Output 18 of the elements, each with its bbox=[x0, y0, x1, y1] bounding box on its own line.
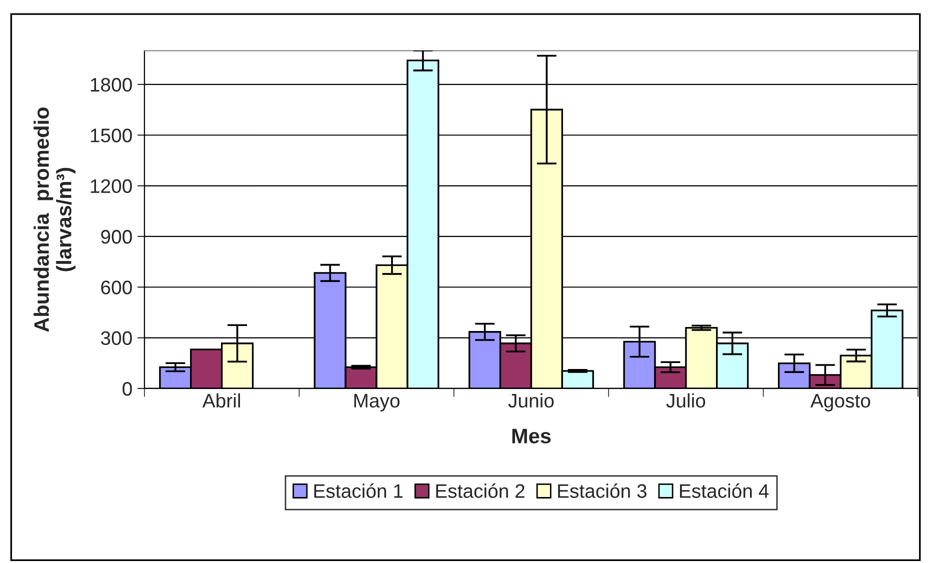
y-tick-label: 1500 bbox=[90, 128, 132, 142]
x-axis-title: Mes bbox=[512, 428, 551, 444]
y-tick-label: 900 bbox=[101, 230, 132, 244]
legend-label: Estación 3 bbox=[558, 483, 646, 498]
y-tick-label: 300 bbox=[100, 331, 132, 346]
legend-label: Estación 4 bbox=[680, 483, 769, 498]
y-tick-label: 0 bbox=[122, 382, 132, 396]
legend-label: Estación 2 bbox=[436, 483, 524, 498]
y-tick-label: 1800 bbox=[90, 78, 132, 92]
y-axis-title: Abundancia promedio (larvas/m³) bbox=[34, 108, 76, 332]
x-tick-label: Junio bbox=[508, 393, 554, 408]
x-tick-label: Julio bbox=[666, 393, 706, 408]
x-tick-label: Abril bbox=[202, 393, 240, 408]
x-tick-label: Agosto bbox=[810, 394, 870, 412]
legend-label: Estación 1 bbox=[314, 483, 403, 498]
x-tick-label: Mayo bbox=[354, 394, 400, 412]
y-tick-label: 600 bbox=[101, 280, 132, 294]
y-tick-label: 1200 bbox=[90, 179, 132, 194]
